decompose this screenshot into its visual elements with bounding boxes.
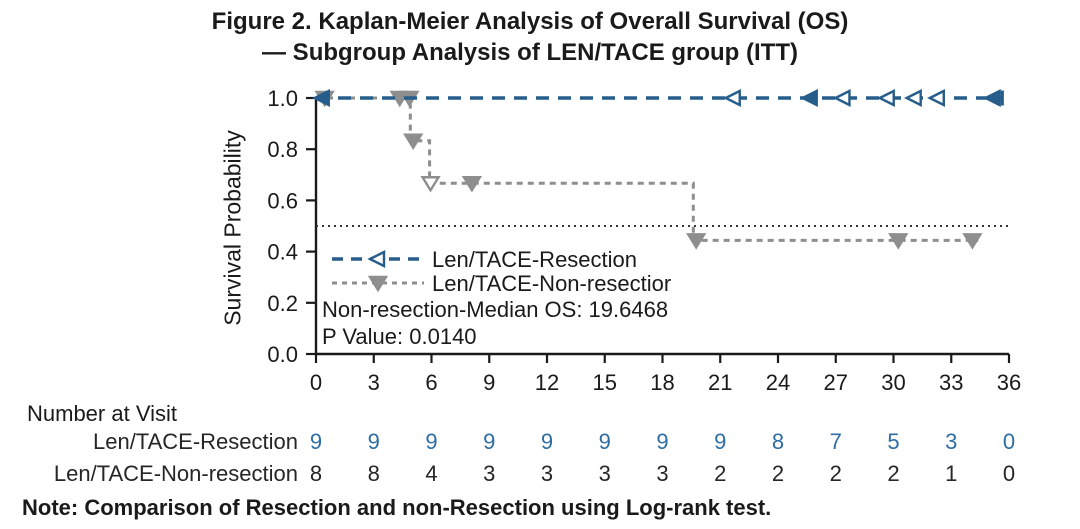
- risk-count: 8: [771, 429, 785, 454]
- y-tick-label: 1.0: [267, 86, 298, 111]
- x-tick-label: 6: [425, 370, 437, 395]
- annotations: Non-resection-Median OS: 19.6468 P Value…: [322, 297, 668, 349]
- series-Len/TACE-Resection: [312, 89, 1004, 107]
- p-value-annotation: P Value: 0.0140: [322, 324, 477, 349]
- x-tick-label: 15: [593, 370, 617, 395]
- risk-count: 3: [540, 461, 554, 486]
- x-tick-label: 27: [824, 370, 848, 395]
- risk-count: 9: [309, 429, 323, 454]
- risk-count: 8: [367, 461, 380, 486]
- risk-count: 9: [598, 429, 611, 454]
- risk-count: 9: [714, 429, 727, 454]
- x-tick-label: 3: [368, 370, 380, 395]
- risk-count: 3: [656, 461, 669, 486]
- x-tick-label: 9: [483, 370, 495, 395]
- risk-count: 9: [367, 429, 380, 454]
- x-tick-label: 36: [997, 370, 1021, 395]
- figure-title-line2: — Subgroup Analysis of LEN/TACE group (I…: [262, 39, 798, 66]
- risk-count: 9: [540, 429, 554, 454]
- x-tick-label: 30: [881, 370, 905, 395]
- y-tick-label: 0.2: [267, 291, 298, 316]
- x-tick-label: 21: [708, 370, 732, 395]
- survival-curves: [312, 89, 1004, 250]
- risk-table-header: Number at Visit: [27, 401, 177, 426]
- x-tick-label: 24: [766, 370, 790, 395]
- risk-count: 5: [887, 429, 900, 454]
- series-Len/TACE-Non-resection: [314, 90, 983, 250]
- figure-title-line1: Figure 2. Kaplan-Meier Analysis of Overa…: [211, 8, 849, 35]
- risk-count: 9: [656, 429, 669, 454]
- risk-count: 4: [425, 461, 438, 486]
- risk-count: 2: [771, 461, 785, 486]
- y-tick-label: 0.4: [267, 240, 298, 265]
- risk-count: 3: [598, 461, 611, 486]
- y-tick-label: 0.0: [267, 342, 298, 367]
- y-tick-label: 0.8: [267, 137, 298, 162]
- risk-row-label-resection: Len/TACE-Resection: [92, 429, 298, 454]
- risk-row-label-non-resection: Len/TACE-Non-resection: [53, 461, 298, 486]
- risk-count: 2: [829, 461, 842, 486]
- risk-count: 9: [483, 429, 496, 454]
- figure-title: Figure 2. Kaplan-Meier Analysis of Overa…: [0, 6, 1060, 68]
- x-tick-label: 18: [650, 370, 674, 395]
- risk-count: 3: [483, 461, 496, 486]
- risk-row-values-resection: 9 9 9 9 9 9 9 9 8 7 5 3 0: [0, 429, 1080, 455]
- y-tick-label: 0.6: [267, 188, 298, 213]
- legend-label-resection: Len/TACE-Resection: [432, 247, 637, 272]
- risk-count: 0: [1002, 461, 1016, 486]
- x-tick-label: 33: [939, 370, 963, 395]
- risk-count: 1: [945, 461, 958, 486]
- median-os-annotation: Non-resection-Median OS: 19.6468: [322, 297, 668, 322]
- legend: Len/TACE-Resection Len/TACE-Non-resectio…: [332, 247, 671, 296]
- risk-count: 9: [425, 429, 438, 454]
- figure-note: Note: Comparison of Resection and non-Re…: [22, 495, 772, 520]
- risk-count: 7: [829, 429, 842, 454]
- risk-count: 2: [887, 461, 900, 486]
- axes: 0 3 6 9 12 15 18 21 24 27 30 33 360.00.20.40.60.81.0: [267, 86, 1021, 395]
- risk-count: 2: [714, 461, 727, 486]
- legend-line-samples: [332, 250, 424, 293]
- risk-count: 8: [309, 461, 323, 486]
- x-tick-label: 12: [535, 370, 559, 395]
- risk-count: 0: [1002, 429, 1016, 454]
- risk-count: 3: [945, 429, 958, 454]
- x-tick-label: 0: [310, 370, 322, 395]
- legend-label-non-resection: Len/TACE-Non-resectior: [432, 271, 671, 296]
- risk-row-values-non-resection: 8 8 4 3 3 3 3 2 2 2 2 1 0: [0, 461, 1080, 487]
